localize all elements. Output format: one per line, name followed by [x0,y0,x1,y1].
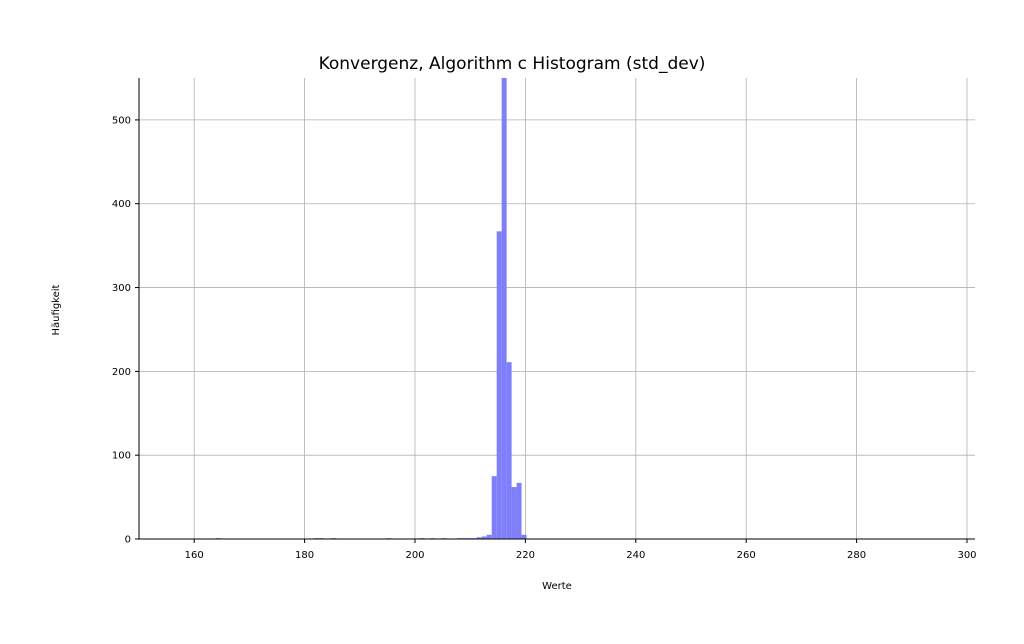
grid [139,78,975,539]
histogram-bar [491,476,497,539]
y-tick-label: 400 [112,199,131,210]
y-tick-label: 0 [125,535,131,546]
x-tick-label: 180 [295,550,314,561]
axes: 160 180 200 220 240 260 280 300 0 100 200 300 400 500 [112,78,977,561]
y-tick-label: 200 [112,367,131,378]
histogram-bar [511,487,517,539]
chart-title: Konvergenz, Algorithm c Histogram (std_d… [319,54,706,74]
x-axis-label: Werte [542,581,572,592]
x-tick-label: 240 [626,550,645,561]
x-tick-label: 300 [957,550,976,561]
histogram-bar [496,231,502,539]
y-tick-label: 300 [112,283,131,294]
x-tick-label: 160 [185,550,204,561]
x-tick-label: 260 [737,550,756,561]
x-tick-label: 220 [516,550,535,561]
y-tick-label: 100 [112,451,131,462]
histogram-bar [516,482,522,539]
histogram-bar [486,534,492,539]
bars [215,78,527,539]
x-tick-label: 280 [847,550,866,561]
histogram-bar [521,534,527,539]
x-tick-label: 200 [405,550,424,561]
y-axis-label: Häufigkeit [51,284,62,335]
y-tick-label: 500 [112,115,131,126]
histogram-bar [476,537,482,539]
histogram-bar [506,362,512,539]
histogram-bar [481,536,487,539]
histogram-bar [501,78,507,539]
